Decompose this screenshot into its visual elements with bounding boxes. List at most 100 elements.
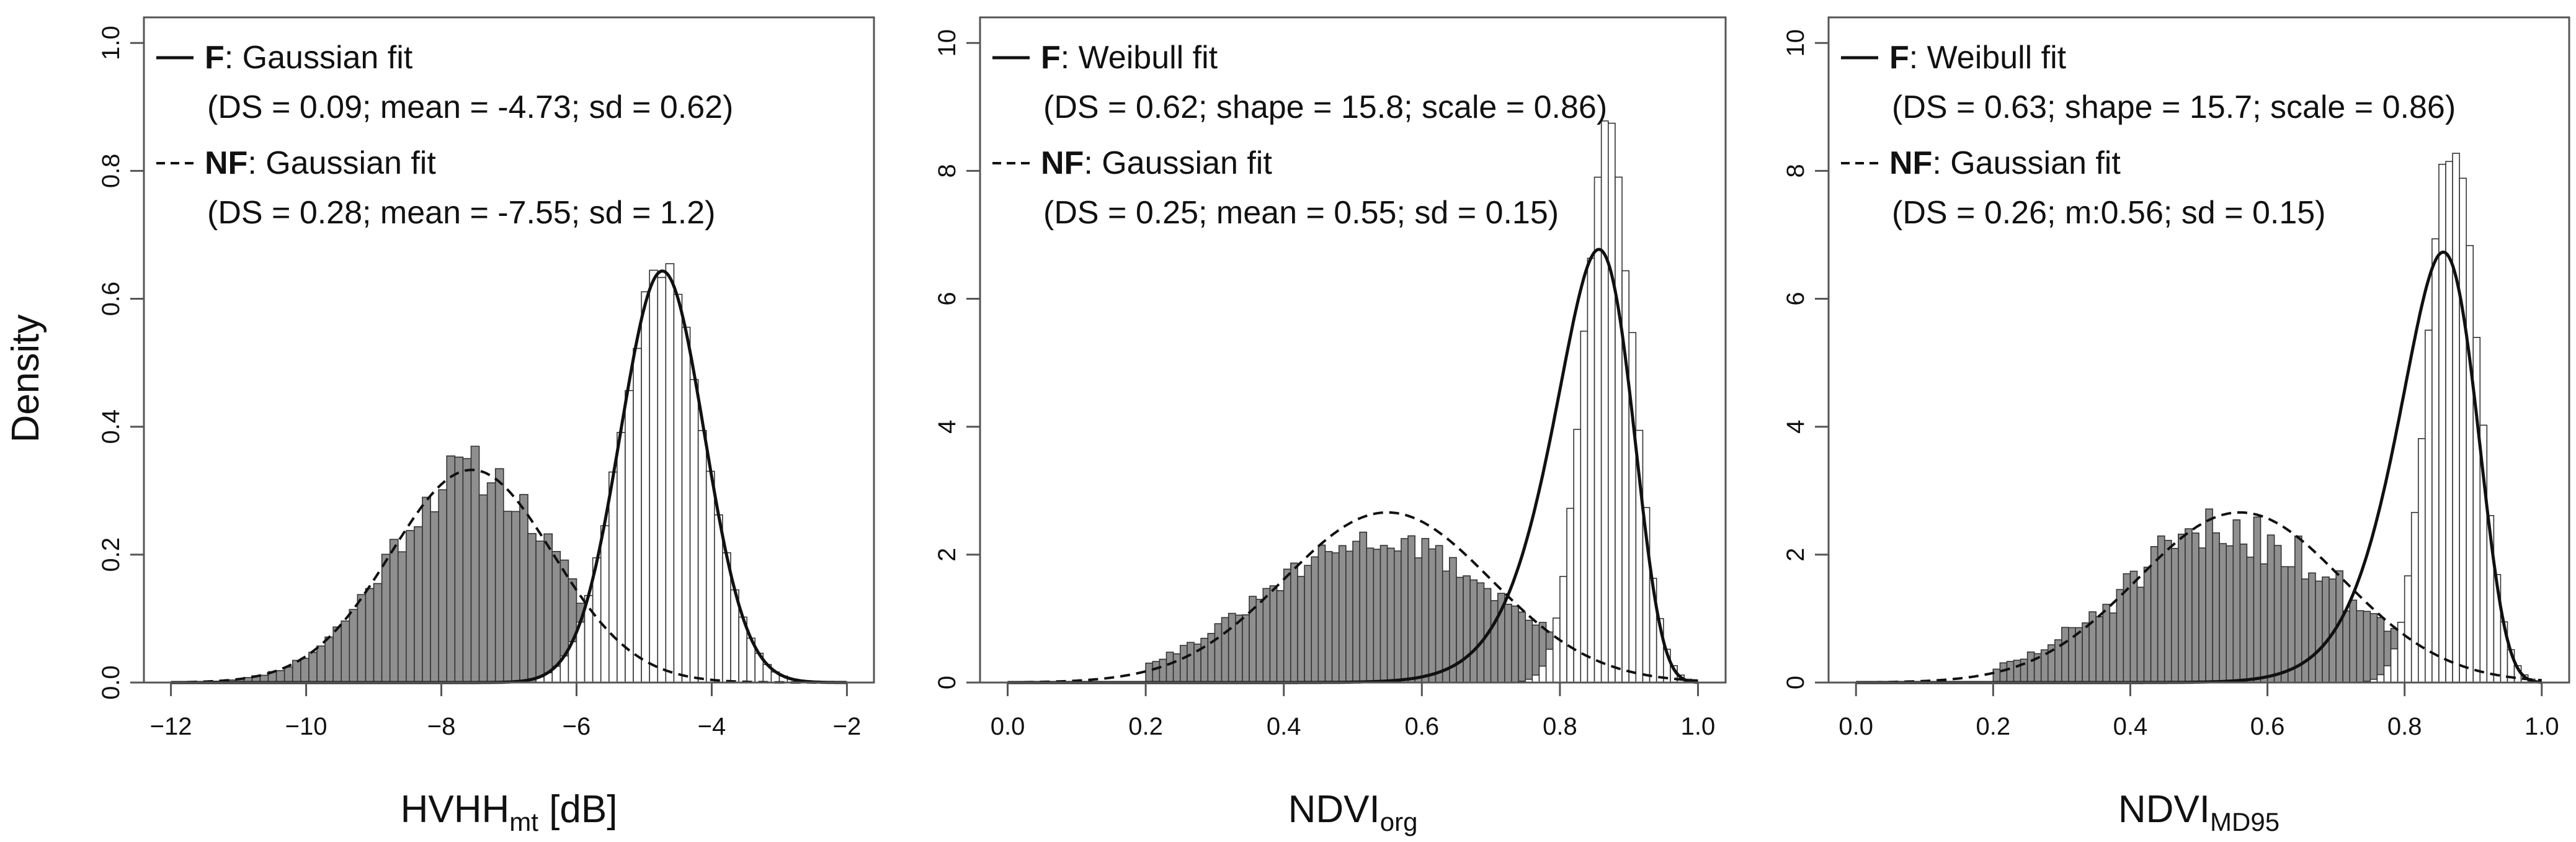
nf-histogram-bar xyxy=(1255,599,1264,683)
x-tick-label: 1.0 xyxy=(1681,713,1716,740)
nf-histogram-bar xyxy=(511,511,520,683)
f-histogram-bar xyxy=(689,378,699,683)
y-tick-label: 0.0 xyxy=(97,665,125,700)
f-histogram-bar xyxy=(697,430,707,683)
nf-histogram-bar xyxy=(2226,545,2234,683)
f-histogram-bar xyxy=(1580,330,1589,683)
nf-histogram-bar xyxy=(2308,572,2316,683)
nf-histogram-bar xyxy=(349,609,359,683)
nf-histogram-bar xyxy=(1407,535,1415,683)
nf-histogram-bar xyxy=(2095,616,2104,683)
legend-fit-name: : Gaussian fit xyxy=(1084,145,1272,181)
f-histogram-bar xyxy=(2425,329,2433,683)
x-tick-label: 0.4 xyxy=(2113,713,2148,740)
nf-histogram-bar xyxy=(1386,547,1395,683)
nf-histogram-bar xyxy=(1269,585,1278,683)
x-tick-label: −4 xyxy=(698,713,726,740)
nf-fit-curve xyxy=(1856,511,2542,684)
f-histogram-bar xyxy=(681,326,691,683)
nf-histogram-bar xyxy=(478,494,488,683)
nf-histogram-bar xyxy=(381,553,391,683)
f-histogram-bar xyxy=(1573,429,1582,683)
x-tick-label: 0.8 xyxy=(1543,713,1577,740)
nf-histogram-bar xyxy=(406,530,415,683)
nf-histogram-bar xyxy=(1511,605,1519,683)
nf-histogram-bar xyxy=(341,620,350,683)
nf-histogram-bar xyxy=(2198,547,2206,683)
x-tick-label: 0.0 xyxy=(991,713,1025,740)
nf-histogram-bar xyxy=(2315,580,2323,683)
nf-histogram-bar xyxy=(1366,547,1375,683)
y-tick-label: 0 xyxy=(934,676,961,689)
nf-histogram-bar xyxy=(2342,610,2351,683)
f-histogram-bar xyxy=(2459,177,2467,683)
f-histogram-bar xyxy=(665,263,675,683)
y-tick-label: 0 xyxy=(1782,676,1809,689)
nf-histogram-bar xyxy=(2287,566,2296,683)
nf-histogram-bar xyxy=(446,455,456,683)
nf-histogram-bar xyxy=(1262,588,1271,683)
nf-fit-curve xyxy=(1007,511,1698,684)
f-histogram-bar xyxy=(649,269,659,683)
panel-3: 0.0 0.2 0.4 0.6 0.8 1.0 0 2 4 6 8 10 NDVIMD95 F: Weib… xyxy=(1782,16,2570,836)
nf-histogram-bar xyxy=(2369,613,2378,683)
nf-histogram-bar xyxy=(438,489,448,683)
nf-histogram-bar xyxy=(275,670,285,683)
y-tick-label: 2 xyxy=(934,548,961,562)
nf-histogram-bar xyxy=(1379,545,1388,683)
y-tick-label: 10 xyxy=(1782,29,1809,57)
plot-frame xyxy=(143,16,875,684)
f-histogram-bar xyxy=(1600,120,1609,683)
nf-histogram-bar xyxy=(2260,563,2268,683)
nf-histogram-bar xyxy=(1992,668,2001,683)
y-tick-label: 0.4 xyxy=(97,410,125,444)
f-histogram-bar xyxy=(2452,153,2460,683)
nf-histogram-bar xyxy=(397,551,407,683)
x-tick-label: −10 xyxy=(285,713,328,740)
f-histogram-bar xyxy=(673,293,683,683)
nf-histogram-bar xyxy=(1421,538,1430,683)
x-axis-title-unit: [dB] xyxy=(538,788,618,831)
x-tick-label: 0.6 xyxy=(2250,713,2285,740)
nf-histogram-bar xyxy=(1172,653,1181,683)
f-histogram-bar xyxy=(1559,576,1567,683)
legend-f-stats: (DS = 0.09; mean = -4.73; sd = 0.62) xyxy=(207,89,733,125)
nf-histogram-bar xyxy=(2239,544,2248,683)
f-histogram-bar xyxy=(1552,617,1561,683)
x-tick-label: −6 xyxy=(563,713,591,740)
nf-histogram-bar xyxy=(2212,532,2220,683)
nf-histogram-bar xyxy=(1297,576,1305,683)
nf-histogram-bar xyxy=(1324,551,1333,683)
x-tick-label: 0.0 xyxy=(1838,713,1873,740)
nf-histogram-bar xyxy=(2363,611,2371,683)
y-tick-label: 2 xyxy=(1782,548,1809,562)
nf-histogram-bar xyxy=(2129,570,2138,683)
nf-histogram-bar xyxy=(2280,566,2289,683)
nf-histogram-bar xyxy=(365,588,375,683)
legend-fit-name: : Gaussian fit xyxy=(225,40,413,76)
x-tick-label: −2 xyxy=(833,713,862,740)
nf-histogram-bar xyxy=(1525,619,1533,683)
x-axis-title-subscript: MD95 xyxy=(2210,807,2280,836)
f-histogram-bar xyxy=(1566,508,1574,683)
nf-histogram-bar xyxy=(2232,519,2241,683)
legend-fit-name: : Gaussian fit xyxy=(247,145,436,181)
f-histogram-bar xyxy=(600,525,610,683)
nf-histogram-bar xyxy=(470,446,480,683)
nf-histogram-bar xyxy=(2061,627,2069,683)
y-tick-label: 0.6 xyxy=(97,282,125,316)
f-histogram-bar xyxy=(1587,258,1595,683)
y-tick-label: 4 xyxy=(934,420,961,434)
nf-histogram-bar xyxy=(414,526,423,683)
nf-histogram-bar xyxy=(2150,546,2159,683)
nf-histogram-bar xyxy=(1304,565,1313,683)
nf-histogram-bar xyxy=(1359,531,1368,683)
nf-histogram-bar xyxy=(1428,548,1437,683)
x-tick-label: 0.6 xyxy=(1404,713,1439,740)
nf-histogram-bar xyxy=(2219,543,2227,683)
legend-nf-stats: (DS = 0.25; mean = 0.55; sd = 0.15) xyxy=(1043,195,1559,231)
x-axis-title-subscript: mt xyxy=(509,807,538,836)
nf-histogram-bar xyxy=(2266,534,2275,683)
nf-histogram-bar xyxy=(494,468,504,683)
nf-histogram-bar xyxy=(389,539,399,683)
